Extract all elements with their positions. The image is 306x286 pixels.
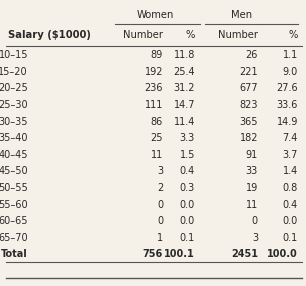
- Text: 30–35: 30–35: [0, 116, 28, 126]
- Text: 25: 25: [151, 133, 163, 143]
- Text: 1.1: 1.1: [283, 50, 298, 60]
- Text: Number: Number: [123, 30, 163, 40]
- Text: 0.8: 0.8: [283, 183, 298, 193]
- Text: 11: 11: [151, 150, 163, 160]
- Text: 2451: 2451: [231, 249, 258, 259]
- Text: 221: 221: [239, 67, 258, 77]
- Text: 192: 192: [144, 67, 163, 77]
- Text: %: %: [289, 30, 298, 40]
- Text: 14.7: 14.7: [174, 100, 195, 110]
- Text: 7.4: 7.4: [283, 133, 298, 143]
- Text: 1.4: 1.4: [283, 166, 298, 176]
- Text: 14.9: 14.9: [277, 116, 298, 126]
- Text: 27.6: 27.6: [276, 83, 298, 93]
- Text: 0: 0: [252, 216, 258, 226]
- Text: 35–40: 35–40: [0, 133, 28, 143]
- Text: 50–55: 50–55: [0, 183, 28, 193]
- Text: 55–60: 55–60: [0, 200, 28, 210]
- Text: 3: 3: [157, 166, 163, 176]
- Text: 365: 365: [240, 116, 258, 126]
- Text: 19: 19: [246, 183, 258, 193]
- Text: 3: 3: [252, 233, 258, 243]
- Text: 111: 111: [145, 100, 163, 110]
- Text: %: %: [186, 30, 195, 40]
- Text: 0.1: 0.1: [180, 233, 195, 243]
- Text: 756: 756: [143, 249, 163, 259]
- Text: 33: 33: [246, 166, 258, 176]
- Text: 236: 236: [144, 83, 163, 93]
- Text: 10–15: 10–15: [0, 50, 28, 60]
- Text: 182: 182: [240, 133, 258, 143]
- Text: 20–25: 20–25: [0, 83, 28, 93]
- Text: 25.4: 25.4: [174, 67, 195, 77]
- Text: 15–20: 15–20: [0, 67, 28, 77]
- Text: 45–50: 45–50: [0, 166, 28, 176]
- Text: 0.3: 0.3: [180, 183, 195, 193]
- Text: 1: 1: [157, 233, 163, 243]
- Text: 26: 26: [246, 50, 258, 60]
- Text: 0.0: 0.0: [180, 200, 195, 210]
- Text: 3.3: 3.3: [180, 133, 195, 143]
- Text: 60–65: 60–65: [0, 216, 28, 226]
- Text: 100.1: 100.1: [164, 249, 195, 259]
- Text: 0.0: 0.0: [180, 216, 195, 226]
- Text: 100.0: 100.0: [267, 249, 298, 259]
- Text: 33.6: 33.6: [277, 100, 298, 110]
- Text: 9.0: 9.0: [283, 67, 298, 77]
- Text: 11.8: 11.8: [174, 50, 195, 60]
- Text: 0: 0: [157, 200, 163, 210]
- Text: Women: Women: [136, 10, 174, 20]
- Text: 0.1: 0.1: [283, 233, 298, 243]
- Text: 89: 89: [151, 50, 163, 60]
- Text: Total: Total: [1, 249, 28, 259]
- Text: 0.4: 0.4: [283, 200, 298, 210]
- Text: Men: Men: [231, 10, 252, 20]
- Text: 3.7: 3.7: [283, 150, 298, 160]
- Text: 86: 86: [151, 116, 163, 126]
- Text: 91: 91: [246, 150, 258, 160]
- Text: 2: 2: [157, 183, 163, 193]
- Text: Salary ($1000): Salary ($1000): [8, 30, 91, 40]
- Text: 11.4: 11.4: [174, 116, 195, 126]
- Text: 25–30: 25–30: [0, 100, 28, 110]
- Text: 11: 11: [246, 200, 258, 210]
- Text: 0.4: 0.4: [180, 166, 195, 176]
- Text: Number: Number: [218, 30, 258, 40]
- Text: 1.5: 1.5: [180, 150, 195, 160]
- Text: 65–70: 65–70: [0, 233, 28, 243]
- Text: 31.2: 31.2: [174, 83, 195, 93]
- Text: 0.0: 0.0: [283, 216, 298, 226]
- Text: 0: 0: [157, 216, 163, 226]
- Text: 677: 677: [239, 83, 258, 93]
- Text: 823: 823: [240, 100, 258, 110]
- Text: 40–45: 40–45: [0, 150, 28, 160]
